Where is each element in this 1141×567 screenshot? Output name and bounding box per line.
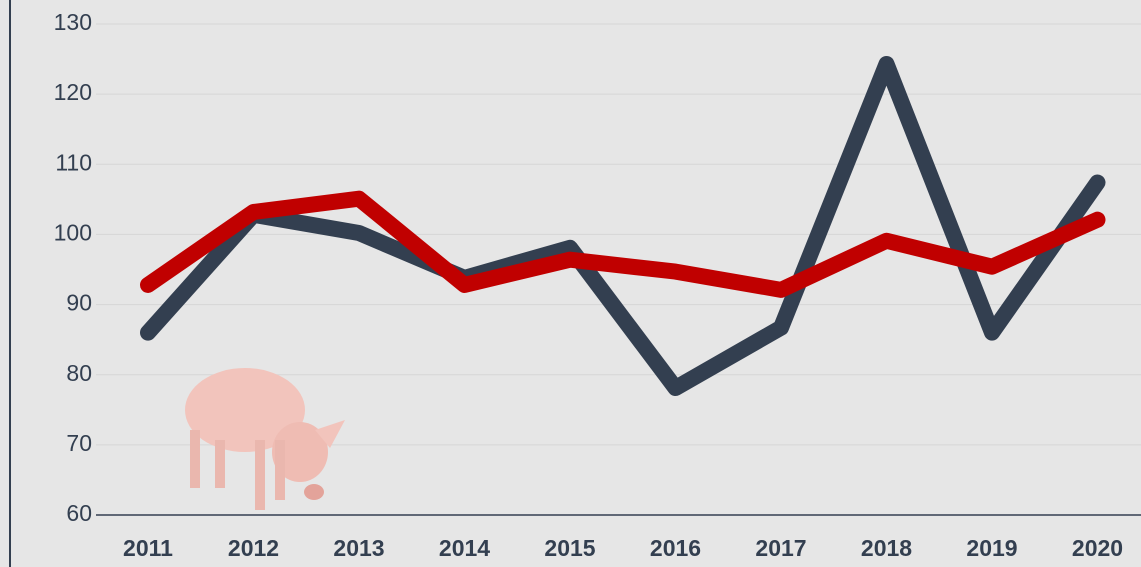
x-tick-label: 2014 <box>439 535 490 561</box>
x-tick-label: 2018 <box>861 535 912 561</box>
x-tick-label: 2011 <box>123 535 173 561</box>
x-tick-label: 2013 <box>333 535 384 561</box>
y-tick-label: 90 <box>66 290 92 316</box>
y-tick-label: 70 <box>66 430 92 456</box>
y-tick-label: 60 <box>66 500 92 526</box>
x-tick-label: 2019 <box>966 535 1017 561</box>
y-tick-label: 100 <box>54 220 92 246</box>
y-tick-label: 130 <box>54 9 92 35</box>
x-tick-label: 2012 <box>228 535 279 561</box>
y-tick-label: 80 <box>66 360 92 386</box>
x-tick-label: 2017 <box>755 535 806 561</box>
page: 60 70 80 90 100 110 120 130 2011 2012 2013 2014 2015… <box>0 0 1141 567</box>
chart: 60 70 80 90 100 110 120 130 2011 2012 2013 2014 2015… <box>0 0 1141 567</box>
x-tick-label: 2020 <box>1072 535 1123 561</box>
y-tick-label: 120 <box>54 79 92 105</box>
y-tick-label: 110 <box>55 149 92 175</box>
x-tick-label: 2015 <box>544 535 595 561</box>
x-tick-label: 2016 <box>650 535 701 561</box>
